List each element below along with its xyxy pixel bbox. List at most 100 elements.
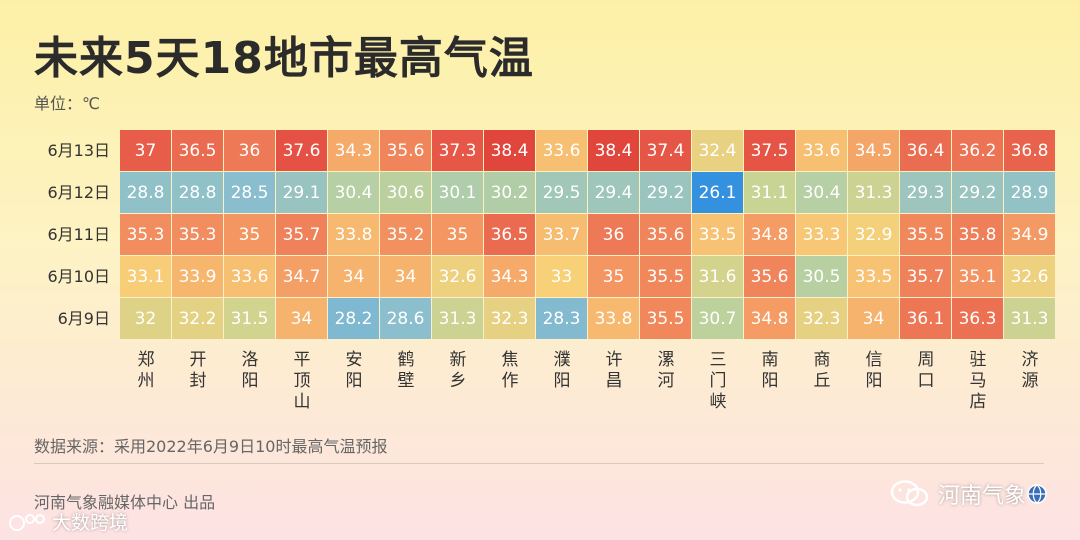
watermark-logo-icon (9, 513, 45, 531)
heatmap-cell: 28.6 (380, 298, 431, 339)
heatmap-cell: 28.5 (224, 172, 275, 213)
column-label: 信 阳 (865, 350, 883, 391)
heatmap-cell: 36.5 (484, 214, 535, 255)
heatmap-cell: 35.7 (276, 214, 327, 255)
heatmap-cell: 32.6 (432, 256, 483, 297)
heatmap-cell: 32.4 (692, 130, 743, 171)
row-label: 6月11日 (47, 225, 110, 244)
column-label: 平 顶 山 (293, 350, 311, 412)
heatmap-cell: 36 (588, 214, 639, 255)
heatmap-cell: 32.2 (172, 298, 223, 339)
row-label: 6月10日 (47, 267, 110, 286)
heatmap-cell: 30.7 (692, 298, 743, 339)
row-label: 6月9日 (57, 309, 110, 328)
heatmap-cell: 35.6 (744, 256, 795, 297)
column-label: 开 封 (189, 350, 207, 391)
heatmap-cell: 35.5 (640, 298, 691, 339)
heatmap-cell: 35 (432, 214, 483, 255)
data-source: 数据来源：采用2022年6月9日10时最高气温预报 (34, 437, 388, 456)
column-label: 安 阳 (345, 350, 363, 391)
heatmap-cell: 34.9 (1004, 214, 1055, 255)
heatmap-cell: 31.3 (432, 298, 483, 339)
heatmap-cell: 38.4 (588, 130, 639, 171)
column-label: 焦 作 (501, 350, 519, 391)
column-label: 驻 马 店 (969, 350, 987, 412)
heatmap-cell: 32.3 (796, 298, 847, 339)
heatmap-cell: 37.4 (640, 130, 691, 171)
brand-logo: 河南气象 (890, 478, 1048, 510)
heatmap-cell: 32.9 (848, 214, 899, 255)
heatmap-cell: 34.8 (744, 214, 795, 255)
heatmap-cell: 28.9 (1004, 172, 1055, 213)
heatmap-cell: 33.1 (120, 256, 171, 297)
column-label: 三 门 峡 (709, 350, 727, 412)
heatmap-cell: 36.3 (952, 298, 1003, 339)
heatmap-cell: 36.1 (900, 298, 951, 339)
heatmap-cell: 33.8 (328, 214, 379, 255)
column-label: 南 阳 (761, 350, 779, 391)
heatmap-cell: 28.8 (120, 172, 171, 213)
heatmap-cell: 34.7 (276, 256, 327, 297)
heatmap-cell: 29.2 (640, 172, 691, 213)
heatmap-cell: 31.5 (224, 298, 275, 339)
heatmap-cell: 34 (276, 298, 327, 339)
brand-name: 河南气象 (938, 484, 1027, 509)
heatmap-cell: 30.6 (380, 172, 431, 213)
heatmap-cell: 34.3 (328, 130, 379, 171)
row-label: 6月12日 (47, 183, 110, 202)
heatmap-cell: 33.9 (172, 256, 223, 297)
heatmap-cell: 35.6 (380, 130, 431, 171)
column-label: 周 口 (917, 350, 935, 391)
heatmap-cell: 29.5 (536, 172, 587, 213)
heatmap-cell: 29.1 (276, 172, 327, 213)
heatmap-cell: 37.5 (744, 130, 795, 171)
heatmap-cell: 37.6 (276, 130, 327, 171)
heatmap-cell: 30.2 (484, 172, 535, 213)
heatmap-cell: 33.6 (536, 130, 587, 171)
watermark: 大数跨境 (8, 508, 128, 535)
column-label: 许 昌 (605, 350, 623, 391)
heatmap-cell: 34.5 (848, 130, 899, 171)
heatmap-cell: 31.6 (692, 256, 743, 297)
heatmap-cell: 33.6 (796, 130, 847, 171)
heatmap-cell: 36 (224, 130, 275, 171)
heatmap-cell: 34.8 (744, 298, 795, 339)
heatmap-cell: 36.5 (172, 130, 223, 171)
heatmap-cell: 35.2 (380, 214, 431, 255)
heatmap-cell: 29.3 (900, 172, 951, 213)
producer-credit: 河南气象融媒体中心 出品 (34, 493, 216, 512)
wechat-icon (890, 480, 929, 507)
heatmap-cell: 35.3 (120, 214, 171, 255)
column-label: 鹤 壁 (397, 350, 415, 391)
heatmap-cell: 30.4 (796, 172, 847, 213)
heatmap-cell: 33.8 (588, 298, 639, 339)
column-label: 济 源 (1021, 350, 1039, 391)
heatmap-cell: 30.4 (328, 172, 379, 213)
heatmap-cell: 32 (120, 298, 171, 339)
heatmap-cell: 29.4 (588, 172, 639, 213)
column-label: 新 乡 (449, 350, 467, 391)
heatmap-cell: 36.4 (900, 130, 951, 171)
heatmap-cell: 34.3 (484, 256, 535, 297)
heatmap-cell: 36.8 (1004, 130, 1055, 171)
heatmap-cell: 35 (224, 214, 275, 255)
heatmap-cell: 33.7 (536, 214, 587, 255)
heatmap-cell: 38.4 (484, 130, 535, 171)
heatmap-cell: 34 (328, 256, 379, 297)
heatmap-cell: 35.5 (900, 214, 951, 255)
row-label: 6月13日 (47, 141, 110, 160)
heatmap-cell: 31.1 (744, 172, 795, 213)
heatmap-cell: 37.3 (432, 130, 483, 171)
unit-label: 单位：℃ (34, 94, 100, 113)
heatmap-cell: 32.6 (1004, 256, 1055, 297)
heatmap-cell: 34 (848, 298, 899, 339)
heatmap-cell: 35.5 (640, 256, 691, 297)
heatmap-cell: 28.3 (536, 298, 587, 339)
heatmap-cell: 30.5 (796, 256, 847, 297)
heatmap-cell: 29.2 (952, 172, 1003, 213)
heatmap-cell: 37 (120, 130, 171, 171)
watermark-text: 大数跨境 (52, 512, 129, 534)
heatmap-cell: 33.6 (224, 256, 275, 297)
chart-title: 未来5天18地市最高气温 (34, 33, 534, 84)
column-label: 洛 阳 (241, 350, 259, 391)
